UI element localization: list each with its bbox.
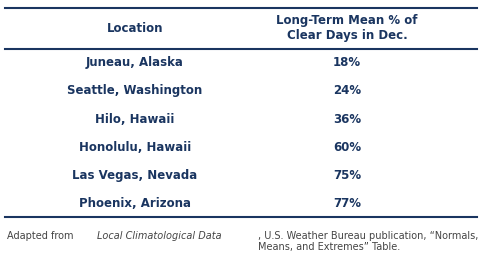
- Text: Seattle, Washington: Seattle, Washington: [67, 84, 202, 97]
- Text: 36%: 36%: [333, 113, 361, 125]
- Text: 60%: 60%: [333, 141, 361, 154]
- Text: 77%: 77%: [333, 197, 361, 210]
- Text: Juneau, Alaska: Juneau, Alaska: [86, 56, 184, 69]
- Text: Phoenix, Arizona: Phoenix, Arizona: [79, 197, 191, 210]
- Text: , U.S. Weather Bureau publication, “Normals,
Means, and Extremes” Table.: , U.S. Weather Bureau publication, “Norm…: [258, 231, 478, 252]
- Text: Location: Location: [107, 22, 163, 35]
- Text: Adapted from: Adapted from: [7, 231, 77, 241]
- Text: Long-Term Mean % of
Clear Days in Dec.: Long-Term Mean % of Clear Days in Dec.: [276, 14, 418, 42]
- Text: Honolulu, Hawaii: Honolulu, Hawaii: [79, 141, 191, 154]
- Text: 18%: 18%: [333, 56, 361, 69]
- Text: Local Climatological Data: Local Climatological Data: [97, 231, 222, 241]
- Text: Hilo, Hawaii: Hilo, Hawaii: [95, 113, 174, 125]
- Text: 24%: 24%: [333, 84, 361, 97]
- Text: Las Vegas, Nevada: Las Vegas, Nevada: [72, 169, 198, 182]
- Text: 75%: 75%: [333, 169, 361, 182]
